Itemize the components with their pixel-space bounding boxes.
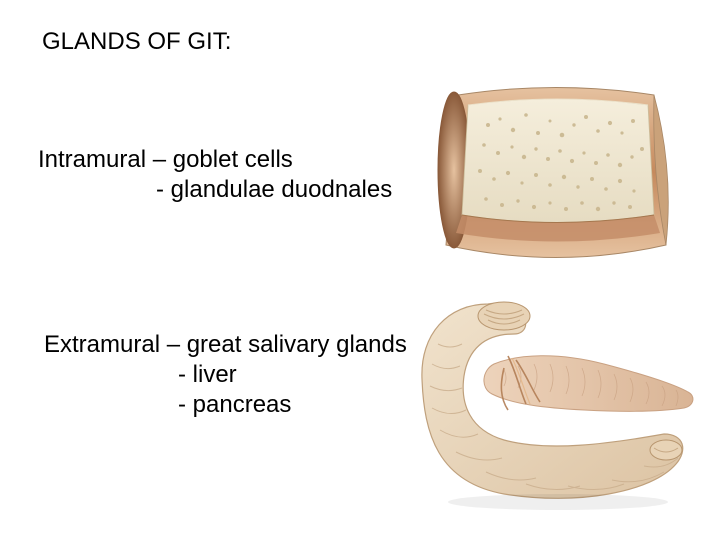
extramural-line-3: - pancreas (44, 390, 407, 420)
extramural-line-1: Extramural – great salivary glands (44, 330, 407, 360)
illustration-duodenum-pancreas (408, 294, 700, 514)
slide-title: GLANDS OF GIT: (42, 28, 231, 56)
intramural-block: Intramural – goblet cells - glandulae du… (38, 145, 392, 205)
illustration-duodenal-section (428, 75, 684, 275)
intramural-line-2: - glandulae duodnales (38, 175, 392, 205)
extramural-line-2: - liver (44, 360, 407, 390)
intramural-line-1: Intramural – goblet cells (38, 145, 392, 175)
extramural-block: Extramural – great salivary glands - liv… (44, 330, 407, 420)
